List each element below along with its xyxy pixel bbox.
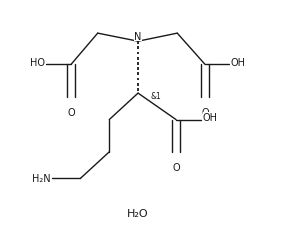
Text: &1: &1 <box>151 91 162 100</box>
Text: O: O <box>172 163 180 173</box>
Text: OH: OH <box>203 113 218 123</box>
Text: N: N <box>134 32 142 42</box>
Text: OH: OH <box>230 58 245 68</box>
Text: H₂O: H₂O <box>127 208 149 218</box>
Text: H₂N: H₂N <box>32 174 50 184</box>
Text: O: O <box>67 107 75 117</box>
Text: O: O <box>201 107 209 117</box>
Text: HO: HO <box>30 58 45 68</box>
